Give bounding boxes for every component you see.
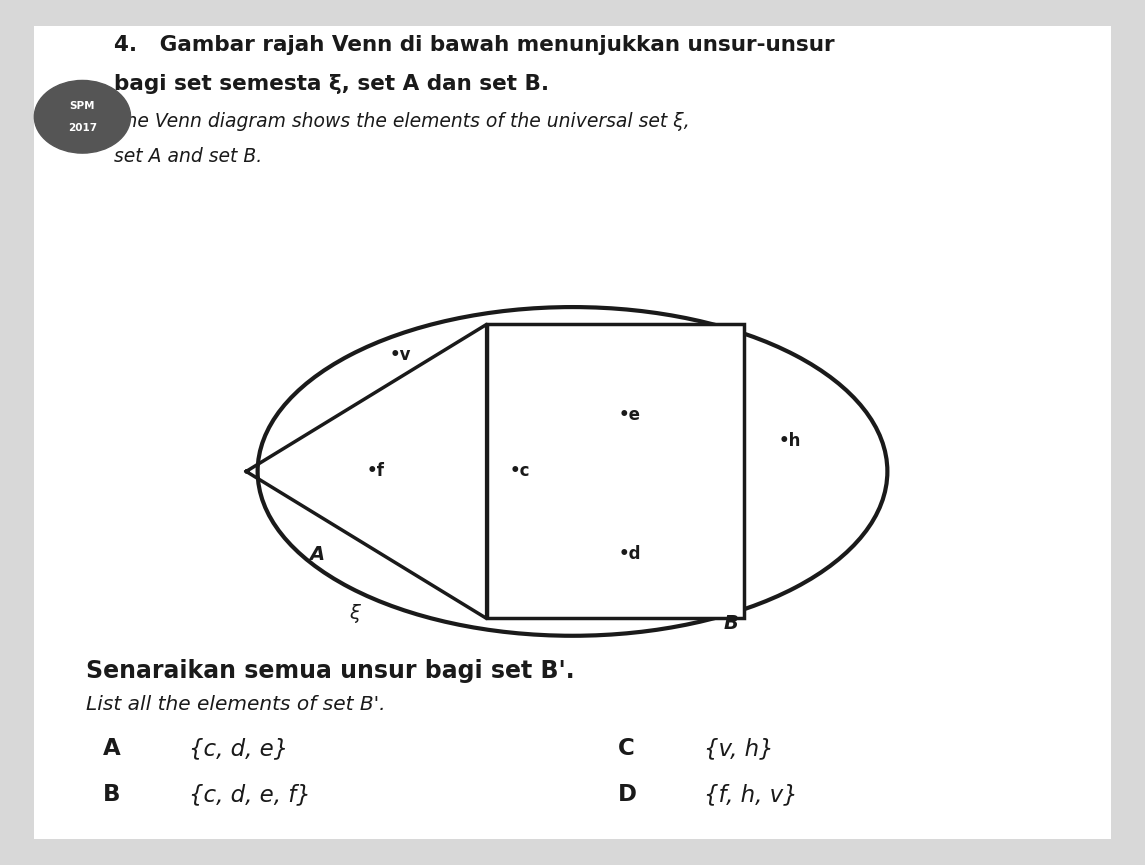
Circle shape <box>34 80 131 153</box>
Text: {f, h, v}: {f, h, v} <box>704 783 798 806</box>
Text: B: B <box>724 614 739 633</box>
Text: •v: •v <box>389 346 411 363</box>
Text: The Venn diagram shows the elements of the universal set ξ,: The Venn diagram shows the elements of t… <box>114 112 690 131</box>
Text: {c, d, e}: {c, d, e} <box>189 737 289 760</box>
Text: D: D <box>618 783 638 806</box>
Text: C: C <box>618 737 635 760</box>
Text: Senaraikan semua unsur bagi set B'.: Senaraikan semua unsur bagi set B'. <box>86 659 575 683</box>
Text: {v, h}: {v, h} <box>704 737 774 760</box>
Text: A: A <box>103 737 121 760</box>
Text: ξ: ξ <box>349 604 360 623</box>
Text: List all the elements of set B'.: List all the elements of set B'. <box>86 695 386 714</box>
FancyBboxPatch shape <box>34 26 1111 839</box>
Text: •f: •f <box>366 463 385 480</box>
Text: •e: •e <box>618 407 640 424</box>
Text: bagi set semesta ξ, set A dan set B.: bagi set semesta ξ, set A dan set B. <box>114 74 550 93</box>
Text: B: B <box>103 783 120 806</box>
Text: 2017: 2017 <box>68 123 97 133</box>
Text: •d: •d <box>618 545 641 562</box>
Text: set A and set B.: set A and set B. <box>114 147 262 166</box>
Text: {c, d, e, f}: {c, d, e, f} <box>189 783 310 806</box>
Ellipse shape <box>258 307 887 636</box>
Text: 4.   Gambar rajah Venn di bawah menunjukkan unsur-unsur: 4. Gambar rajah Venn di bawah menunjukka… <box>114 35 835 54</box>
Text: •h: •h <box>779 432 801 450</box>
Text: A: A <box>309 545 324 564</box>
Bar <box>487 324 744 618</box>
Text: SPM: SPM <box>70 100 95 111</box>
Text: •c: •c <box>510 463 530 480</box>
